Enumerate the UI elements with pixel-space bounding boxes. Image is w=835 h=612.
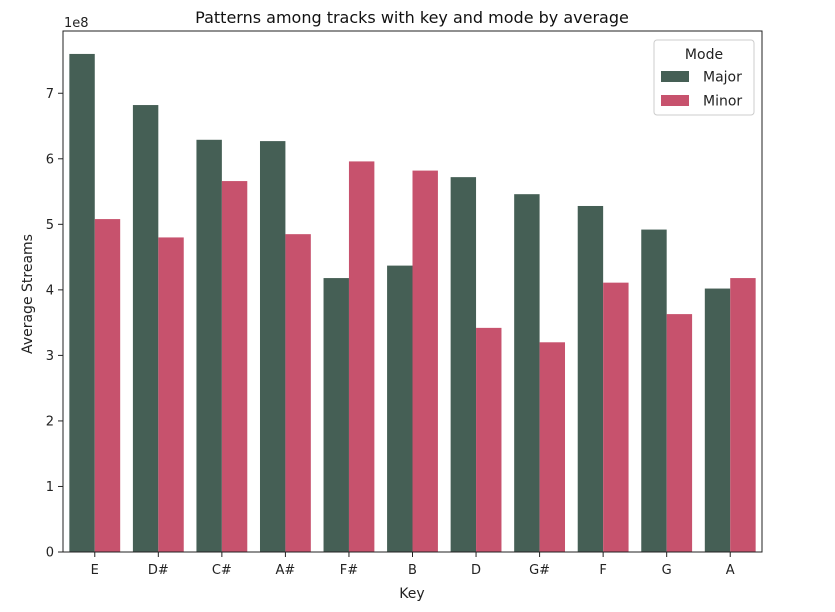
bar-major-fsharp: [323, 278, 349, 552]
y-tick-label: 4: [46, 283, 54, 298]
y-tick-label: 0: [46, 546, 54, 561]
y-axis-title: Average Streams: [20, 234, 36, 354]
bar-major-csharp: [196, 139, 222, 553]
x-tick-label: F#: [340, 563, 358, 578]
x-tick-label: G#: [529, 563, 550, 578]
x-tick-label: D: [471, 563, 481, 578]
x-tick-label: D#: [148, 563, 169, 578]
bar-minor-d: [476, 327, 502, 552]
legend-swatch-minor: [661, 95, 689, 106]
bar-major-gsharp: [514, 194, 540, 552]
legend-label-major: Major: [703, 70, 742, 86]
legend-title: Mode: [685, 47, 723, 63]
bar-major-dsharp: [132, 105, 159, 553]
bar-minor-e: [94, 219, 121, 552]
bar-minor-a: [730, 278, 756, 552]
legend-label-minor: Minor: [703, 94, 742, 110]
bar-minor-dsharp: [158, 237, 184, 552]
legend: Mode Major Minor: [653, 39, 755, 116]
y-tick-label: 7: [46, 87, 54, 102]
y-tick-label: 6: [46, 152, 54, 167]
x-tick-label: G: [662, 563, 672, 578]
y-scale-label: 1e8: [64, 16, 89, 31]
y-tick-label: 3: [46, 349, 54, 364]
y-tick-label: 2: [46, 414, 54, 429]
bar-minor-csharp: [221, 181, 248, 552]
bar-major-b: [387, 265, 413, 552]
legend-swatch-major: [661, 71, 689, 82]
x-axis-title: Key: [399, 586, 424, 602]
y-tick-label: 1: [46, 480, 54, 495]
bar-minor-b: [412, 170, 438, 552]
bar-minor-fsharp: [348, 161, 375, 552]
x-tick-label: F: [599, 563, 606, 578]
x-tick-label: A: [726, 563, 735, 578]
plot-area: 0 1 2 3 4 5 6 7 E D# C# A# F# B D G# F G A: [46, 30, 763, 578]
x-tick-label: E: [91, 563, 99, 578]
x-tick-label: B: [408, 563, 417, 578]
plot-frame: [62, 30, 763, 553]
bar-minor-f: [603, 282, 629, 552]
bar-minor-g: [666, 314, 693, 552]
bar-major-f: [577, 205, 604, 553]
bar-major-a: [704, 288, 731, 552]
bar-major-e: [69, 53, 95, 552]
x-tick-label: C#: [212, 563, 232, 578]
x-tick-label: A#: [276, 563, 296, 578]
bar-minor-gsharp: [539, 342, 566, 552]
bar-minor-asharp: [285, 234, 311, 552]
bar-major-g: [641, 229, 667, 552]
y-tick-label: 5: [46, 218, 54, 233]
chart-title: Patterns among tracks with key and mode …: [195, 8, 629, 27]
bar-major-d: [450, 177, 477, 552]
bar-major-asharp: [259, 141, 286, 552]
